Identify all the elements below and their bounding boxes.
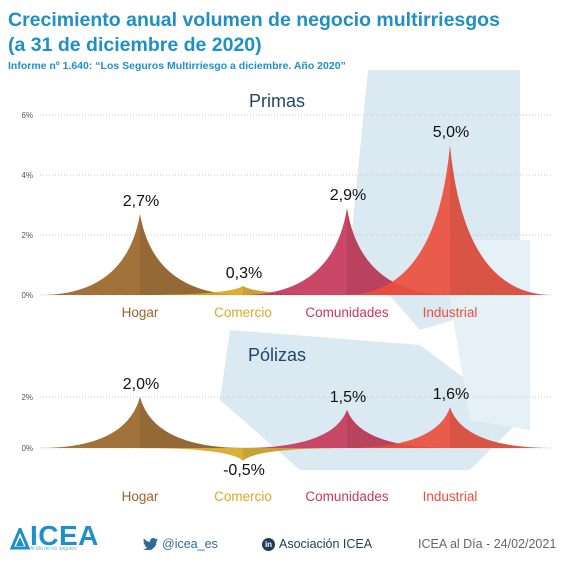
category-label-comunidades: Comunidades [305, 489, 389, 504]
y-tick-label: 0% [21, 444, 33, 453]
panel-title: Pólizas [248, 345, 306, 365]
spike-industrial [345, 145, 553, 295]
category-label-industrial: Industrial [423, 489, 478, 504]
spike-industrial [345, 407, 553, 448]
y-tick-label: 4% [21, 171, 33, 180]
report-subtitle: Informe nº 1.640: “Los Seguros Multirrie… [8, 60, 346, 72]
spike-comercio [138, 286, 348, 295]
value-label-industrial: 1,6% [433, 386, 469, 403]
twitter-handle: @icea_es [162, 537, 218, 551]
value-label-comercio: -0,5% [223, 462, 265, 479]
value-label-comunidades: 2,9% [330, 187, 366, 204]
spike-shade-comunidades [347, 409, 452, 448]
chart-title-line-1: Crecimiento anual volumen de negocio mul… [8, 9, 500, 31]
spike-hogar [40, 214, 245, 295]
spike-shade-industrial [450, 145, 553, 295]
y-tick-label: 2% [21, 231, 33, 240]
category-label-industrial: Industrial [423, 305, 478, 320]
icea-logo-text: ICEA [30, 520, 99, 551]
icea-logo-icon [10, 528, 30, 550]
spike-shade-comercio [243, 448, 348, 461]
polizas-panel: Pólizas 2% 0% 2,0% Hogar -0,5% Comercio 1,5% Com… [21, 345, 553, 504]
category-label-hogar: Hogar [122, 489, 159, 504]
spike-hogar [40, 397, 245, 448]
twitter-icon [143, 538, 158, 550]
spike-comercio [138, 448, 348, 461]
y-tick-label: 0% [21, 291, 33, 300]
value-label-industrial: 5,0% [433, 124, 469, 141]
value-label-comunidades: 1,5% [330, 389, 366, 406]
linkedin-link[interactable]: in Asociación ICEA [262, 537, 372, 551]
category-label-comercio: Comercio [214, 305, 272, 320]
y-tick-label: 6% [21, 111, 33, 120]
spike-shade-hogar [140, 214, 245, 295]
spike-shade-comercio [243, 286, 348, 295]
category-label-comunidades: Comunidades [305, 305, 389, 320]
value-label-hogar: 2,7% [123, 193, 159, 210]
value-label-hogar: 2,0% [123, 376, 159, 393]
spike-shade-industrial [450, 407, 553, 448]
publication-date: ICEA al Día - 24/02/2021 [418, 537, 557, 551]
chart-title-line-2: (a 31 de diciembre de 2020) [8, 34, 262, 56]
category-label-hogar: Hogar [122, 305, 159, 320]
icea-logo: ICEA [10, 522, 99, 550]
linkedin-icon: in [262, 537, 275, 551]
y-tick-label: 2% [21, 393, 33, 402]
icea-logo-tagline: Al día de los seguros [30, 546, 77, 552]
spike-shade-comunidades [347, 208, 452, 295]
value-label-comercio: 0,3% [226, 265, 262, 282]
spike-comunidades [242, 208, 452, 295]
primas-panel: Primas 6% 4% 2% 0% 2,7% Hogar 0,3% Comercio 2,9% C… [21, 91, 553, 320]
spike-comunidades [242, 409, 452, 448]
panel-title: Primas [249, 91, 305, 111]
category-label-comercio: Comercio [214, 489, 272, 504]
linkedin-name: Asociación ICEA [279, 537, 373, 551]
twitter-link[interactable]: @icea_es [143, 537, 218, 551]
spike-shade-hogar [140, 397, 245, 448]
